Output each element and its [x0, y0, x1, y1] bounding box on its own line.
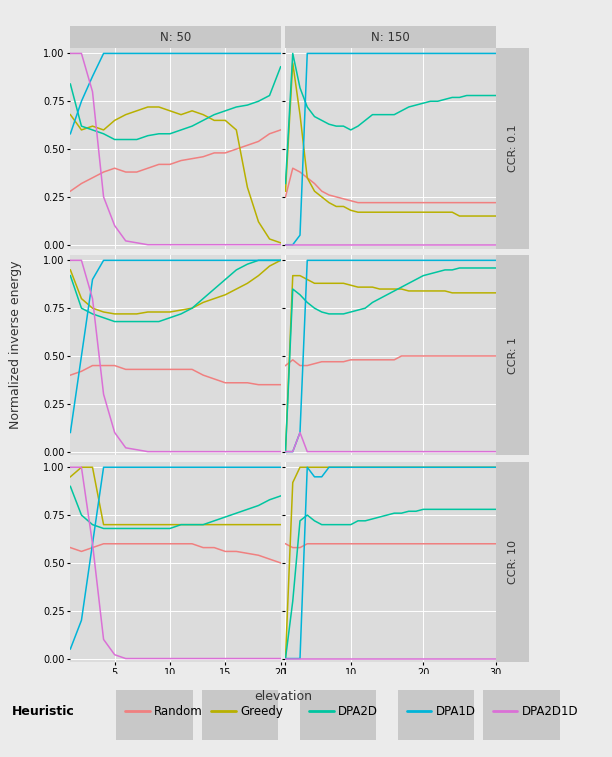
- Text: elevation: elevation: [254, 690, 312, 703]
- Text: CCR: 10: CCR: 10: [507, 540, 518, 584]
- Text: N: 150: N: 150: [371, 30, 410, 44]
- Text: CCR: 0.1: CCR: 0.1: [507, 124, 518, 172]
- Bar: [202, 690, 278, 740]
- Text: Random: Random: [154, 705, 203, 718]
- Bar: [483, 690, 560, 740]
- Text: DPA1D: DPA1D: [436, 705, 476, 718]
- Text: Greedy: Greedy: [240, 705, 283, 718]
- Bar: [116, 690, 193, 740]
- Text: DPA2D: DPA2D: [338, 705, 378, 718]
- Text: N: 50: N: 50: [160, 30, 191, 44]
- Text: CCR: 1: CCR: 1: [507, 337, 518, 373]
- Text: Heuristic: Heuristic: [12, 705, 74, 718]
- Text: Normalized inverse energy: Normalized inverse energy: [9, 260, 22, 428]
- Bar: [300, 690, 376, 740]
- Text: DPA2D1D: DPA2D1D: [521, 705, 578, 718]
- Bar: [398, 690, 474, 740]
